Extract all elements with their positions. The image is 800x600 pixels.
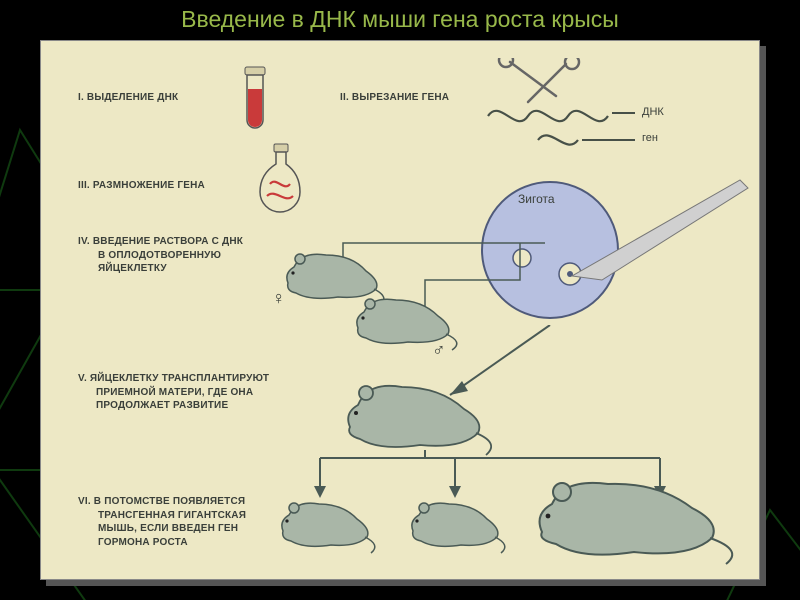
step-5-l3: ПРОДОЛЖАЕТ РАЗВИТИЕ xyxy=(78,399,269,413)
scissors-dna-icon xyxy=(470,58,670,153)
step-4-l1: IV. ВВЕДЕНИЕ РАСТВОРА С ДНК xyxy=(78,235,243,249)
step-5-l1: V. ЯЙЦЕКЛЕТКУ ТРАНСПЛАНТИРУЮТ xyxy=(78,372,269,386)
step-4-l3: ЯЙЦЕКЛЕТКУ xyxy=(78,262,243,276)
annotation-zygote: Зигота xyxy=(518,192,555,206)
step-6-l4: ГОРМОНА РОСТА xyxy=(78,536,246,550)
annotation-dna: ДНК xyxy=(642,106,664,118)
step-3-label: III. РАЗМНОЖЕНИЕ ГЕНА xyxy=(78,180,205,193)
step-1-label: I. ВЫДЕЛЕНИЕ ДНК xyxy=(78,92,178,105)
mouse-offspring-1-icon xyxy=(275,495,380,557)
step-5-l2: ПРИЕМНОЙ МАТЕРИ, ГДЕ ОНА xyxy=(78,386,269,400)
step-2-label: II. ВЫРЕЗАНИЕ ГЕНА xyxy=(340,92,449,105)
step-6-label: VI. В ПОТОМСТВЕ ПОЯВЛЯЕТСЯ ТРАНСГЕННАЯ Г… xyxy=(78,495,246,549)
annotation-gene: ген xyxy=(642,132,658,144)
mouse-offspring-2-icon xyxy=(405,495,510,557)
step-6-l1: VI. В ПОТОМСТВЕ ПОЯВЛЯЕТСЯ xyxy=(78,495,246,509)
flask-icon xyxy=(250,140,310,220)
title-text: Введение в ДНК мыши гена роста крысы xyxy=(181,6,619,32)
diagram-panel: I. ВЫДЕЛЕНИЕ ДНК II. ВЫРЕЗАНИЕ ГЕНА ДНК … xyxy=(40,40,760,580)
mouse-offspring-giant-icon xyxy=(530,472,755,572)
symbol-female: ♀ xyxy=(272,288,286,309)
step-4-label: IV. ВВЕДЕНИЕ РАСТВОРА С ДНК В ОПЛОДОТВОР… xyxy=(78,235,243,276)
page-title: Введение в ДНК мыши гена роста крысы xyxy=(0,6,800,33)
test-tube-icon xyxy=(235,65,275,140)
step-6-l2: ТРАНСГЕННАЯ ГИГАНТСКАЯ xyxy=(78,509,246,523)
step-4-l2: В ОПЛОДОТВОРЕННУЮ xyxy=(78,249,243,263)
step-5-label: V. ЯЙЦЕКЛЕТКУ ТРАНСПЛАНТИРУЮТ ПРИЕМНОЙ М… xyxy=(78,372,269,413)
step-6-l3: МЫШЬ, ЕСЛИ ВВЕДЕН ГЕН xyxy=(78,522,246,536)
